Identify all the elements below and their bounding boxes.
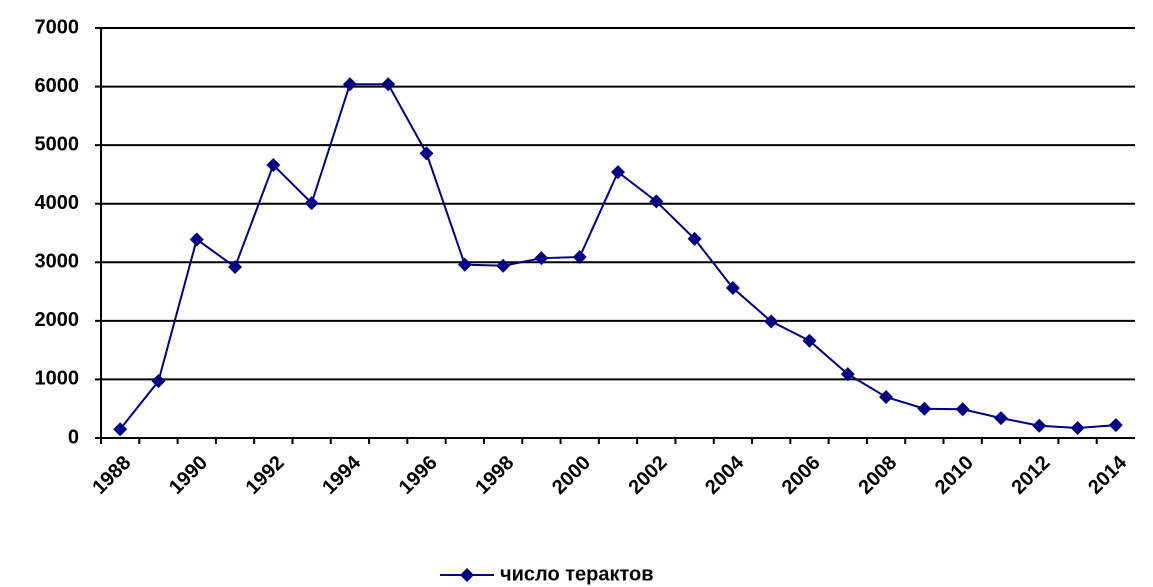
marker [304, 196, 319, 211]
marker [1108, 418, 1123, 433]
marker [228, 259, 243, 274]
legend-label: число терактов [500, 563, 654, 585]
x-tick-label: 2010 [931, 452, 978, 499]
x-tick-label: 2008 [854, 452, 901, 499]
y-tick-label: 6000 [35, 75, 80, 97]
marker [993, 411, 1008, 426]
x-tick-label: 1990 [165, 452, 212, 499]
x-tick-label: 1992 [242, 452, 289, 499]
marker [802, 333, 817, 348]
x-tick-label: 1994 [318, 451, 366, 499]
marker [534, 251, 549, 266]
y-tick-label: 0 [68, 426, 79, 448]
legend-marker [460, 568, 474, 582]
x-tick-label: 1988 [88, 452, 135, 499]
marker [1070, 421, 1085, 436]
y-tick-label: 4000 [35, 192, 80, 214]
y-tick-label: 7000 [35, 16, 80, 38]
marker [840, 367, 855, 382]
x-tick-label: 1996 [395, 452, 442, 499]
marker [1032, 418, 1047, 433]
marker [879, 390, 894, 404]
x-tick-label: 2014 [1084, 451, 1132, 499]
y-tick-label: 5000 [35, 133, 80, 155]
x-tick-label: 2012 [1008, 452, 1055, 499]
marker [725, 281, 740, 296]
marker [764, 314, 779, 329]
marker [113, 422, 128, 437]
x-tick-label: 2000 [548, 452, 595, 499]
y-tick-label: 2000 [35, 309, 80, 331]
x-tick-label: 2004 [701, 451, 749, 499]
marker [457, 257, 472, 272]
y-tick-label: 3000 [35, 251, 80, 273]
marker [189, 232, 204, 247]
marker [342, 77, 357, 92]
marker [687, 231, 702, 246]
marker [419, 146, 434, 161]
marker [572, 250, 587, 265]
marker [955, 402, 970, 417]
series-line [119, 83, 1116, 430]
marker [266, 158, 281, 173]
marker [917, 401, 932, 416]
y-tick-label: 1000 [35, 368, 80, 390]
marker [496, 258, 511, 273]
marker [649, 194, 664, 209]
x-tick-label: 2002 [625, 452, 672, 499]
x-tick-label: 2006 [778, 452, 825, 499]
marker [611, 165, 625, 180]
x-tick-label: 1998 [471, 452, 518, 499]
marker [381, 77, 396, 92]
marker [151, 374, 166, 389]
